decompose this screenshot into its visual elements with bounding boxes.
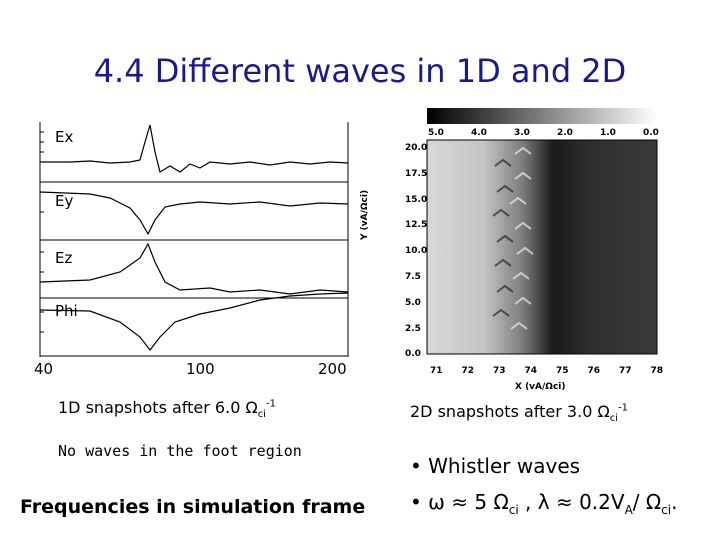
x-tick-40: 40 (34, 360, 54, 378)
x-tick-2d: 73 (493, 366, 506, 376)
y-tick-2d: 0.0 (405, 349, 421, 360)
panel-label-ex: Ex (55, 128, 74, 146)
plot-1d (39, 122, 349, 357)
x-tick-2d: 76 (587, 366, 601, 376)
note-foot-region: No waves in the foot region (58, 442, 302, 460)
x-axis-label-2d: X (vA/Ωci) (515, 382, 566, 392)
ez-curve (39, 242, 349, 295)
y-tick-2d: 7.5 (405, 272, 421, 282)
y-tick-2d: 20.0 (405, 143, 428, 153)
colorbar-tick: 0.0 (643, 128, 659, 138)
x-tick-2d: 75 (556, 366, 569, 376)
colorbar (427, 108, 657, 124)
x-tick-100: 100 (186, 360, 215, 378)
caption-2d: 2D snapshots after 3.0 Ωci-1 (410, 402, 628, 425)
y-tick-2d: 15.0 (405, 194, 428, 205)
bullet-whistler: • Whistler waves (410, 454, 581, 478)
colorbar-tick: 1.0 (600, 128, 616, 138)
bullet-list: • Whistler waves • ω ≈ 5 Ωci , λ ≈ 0.2VA… (410, 448, 677, 528)
colorbar-tick: 4.0 (471, 128, 487, 138)
colorbar-tick: 5.0 (428, 128, 444, 138)
panel-label-ey: Ey (55, 192, 74, 210)
x-tick-2d: 77 (619, 366, 632, 376)
x-tick-2d: 78 (650, 366, 664, 376)
heatmap (426, 139, 658, 355)
x-tick-200: 200 (318, 360, 347, 378)
colorbar-tick: 3.0 (514, 128, 530, 138)
panel-label-ez: Ez (55, 249, 73, 267)
y-tick-2d: 12.5 (405, 220, 428, 231)
x-tick-2d: 71 (430, 366, 443, 376)
x-tick-2d: 74 (524, 366, 538, 376)
frequencies-label: Frequencies in simulation frame (20, 496, 366, 518)
colorbar-tick: 2.0 (557, 128, 573, 138)
ey-curve (39, 191, 349, 236)
phi-curve (39, 292, 349, 351)
y-tick-2d: 10.0 (405, 246, 428, 257)
y-tick-2d: 5.0 (405, 297, 421, 308)
y-tick-2d: 2.5 (405, 323, 421, 334)
caption-1d: 1D snapshots after 6.0 Ωci-1 (58, 398, 276, 421)
ex-curve (40, 124, 349, 173)
plot-2d (426, 108, 658, 355)
y-axis-label-2d: Y (vA/Ωci) (360, 189, 370, 240)
panel-label-phi: Phi (55, 302, 78, 320)
y-tick-2d: 17.5 (405, 168, 428, 179)
slide-title: 4.4 Different waves in 1D and 2D (93, 52, 627, 90)
x-tick-2d: 72 (461, 366, 475, 376)
bullet-frequency: • ω ≈ 5 Ωci , λ ≈ 0.2VA/ Ωci. (410, 490, 678, 517)
